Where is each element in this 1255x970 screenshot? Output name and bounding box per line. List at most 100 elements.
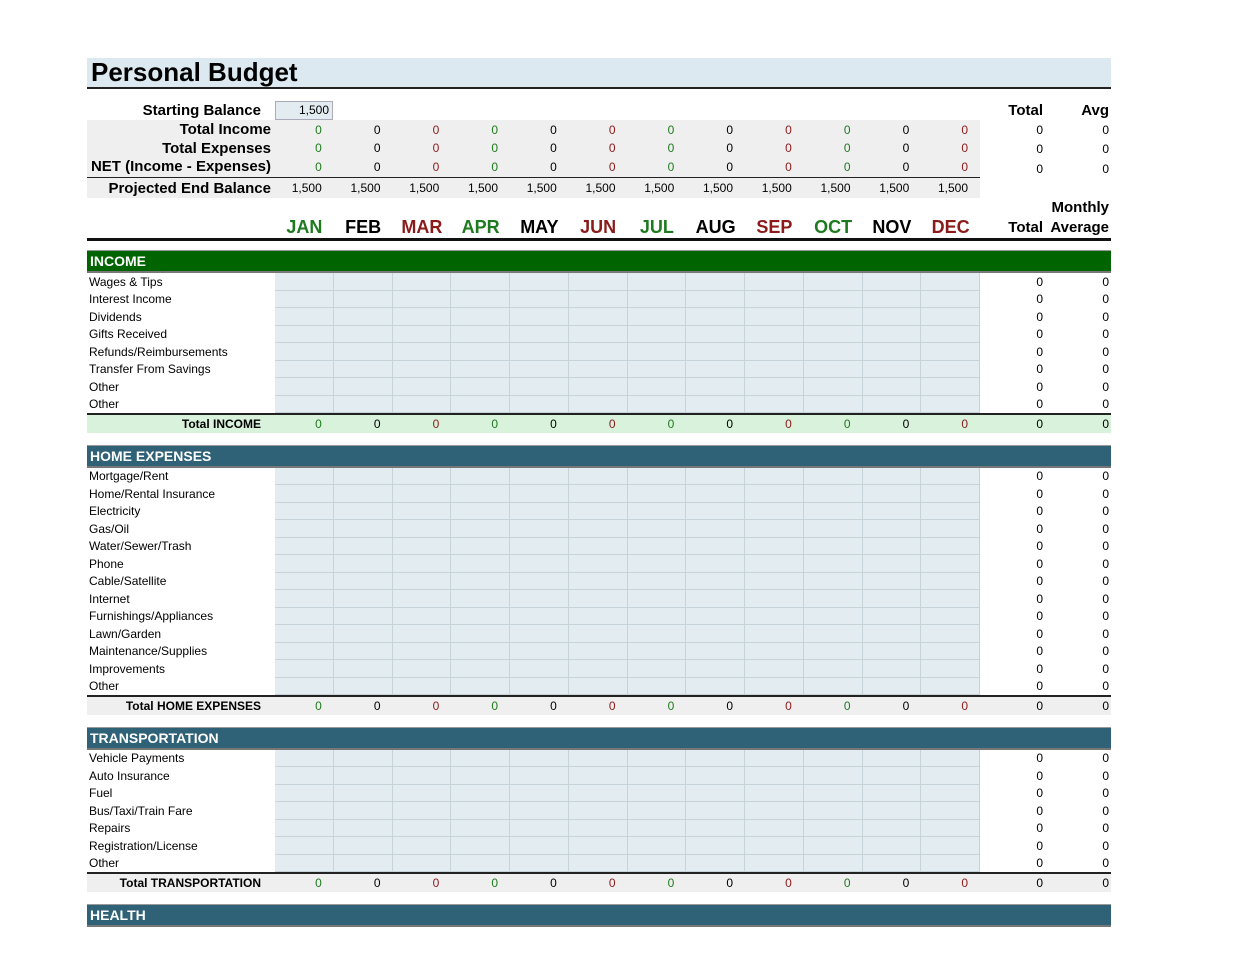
- month-input-cell[interactable]: [745, 537, 804, 555]
- month-input-cell[interactable]: [510, 819, 569, 837]
- month-input-cell[interactable]: [862, 467, 922, 485]
- month-input-cell[interactable]: [745, 360, 804, 378]
- month-input-cell[interactable]: [510, 802, 569, 820]
- month-input-cell[interactable]: [745, 677, 804, 695]
- month-input-cell[interactable]: [921, 854, 980, 872]
- month-input-cell[interactable]: [745, 308, 804, 326]
- month-input-cell[interactable]: [686, 520, 745, 538]
- month-input-cell[interactable]: [275, 767, 334, 785]
- month-input-cell[interactable]: [451, 485, 510, 503]
- month-input-cell[interactable]: [510, 767, 569, 785]
- month-input-cell[interactable]: [686, 467, 745, 485]
- month-input-cell[interactable]: [392, 378, 452, 396]
- month-input-cell[interactable]: [451, 502, 510, 520]
- month-input-cell[interactable]: [510, 502, 569, 520]
- month-input-cell[interactable]: [921, 749, 980, 767]
- month-input-cell[interactable]: [568, 467, 628, 485]
- month-input-cell[interactable]: [568, 677, 628, 695]
- month-input-cell[interactable]: [686, 502, 745, 520]
- month-input-cell[interactable]: [921, 555, 980, 573]
- month-input-cell[interactable]: [803, 660, 863, 678]
- month-input-cell[interactable]: [862, 767, 922, 785]
- month-input-cell[interactable]: [451, 660, 510, 678]
- month-input-cell[interactable]: [627, 837, 687, 855]
- month-input-cell[interactable]: [627, 308, 687, 326]
- month-input-cell[interactable]: [921, 520, 980, 538]
- month-input-cell[interactable]: [745, 642, 804, 660]
- month-input-cell[interactable]: [686, 749, 745, 767]
- month-input-cell[interactable]: [686, 378, 745, 396]
- month-input-cell[interactable]: [510, 642, 569, 660]
- month-input-cell[interactable]: [275, 784, 334, 802]
- month-input-cell[interactable]: [392, 502, 452, 520]
- month-input-cell[interactable]: [686, 607, 745, 625]
- month-input-cell[interactable]: [510, 325, 569, 343]
- month-input-cell[interactable]: [921, 502, 980, 520]
- month-input-cell[interactable]: [862, 502, 922, 520]
- month-input-cell[interactable]: [803, 767, 863, 785]
- month-input-cell[interactable]: [803, 590, 863, 608]
- month-input-cell[interactable]: [921, 360, 980, 378]
- month-input-cell[interactable]: [451, 520, 510, 538]
- month-input-cell[interactable]: [275, 607, 334, 625]
- month-input-cell[interactable]: [745, 854, 804, 872]
- month-input-cell[interactable]: [451, 677, 510, 695]
- month-input-cell[interactable]: [275, 343, 334, 361]
- month-input-cell[interactable]: [921, 784, 980, 802]
- month-input-cell[interactable]: [627, 854, 687, 872]
- month-input-cell[interactable]: [862, 273, 922, 291]
- month-input-cell[interactable]: [745, 520, 804, 538]
- month-input-cell[interactable]: [745, 590, 804, 608]
- month-input-cell[interactable]: [392, 360, 452, 378]
- month-input-cell[interactable]: [333, 467, 393, 485]
- month-input-cell[interactable]: [686, 537, 745, 555]
- month-input-cell[interactable]: [627, 520, 687, 538]
- month-input-cell[interactable]: [451, 767, 510, 785]
- month-input-cell[interactable]: [333, 642, 393, 660]
- month-input-cell[interactable]: [333, 360, 393, 378]
- month-input-cell[interactable]: [568, 360, 628, 378]
- month-input-cell[interactable]: [275, 395, 334, 413]
- month-input-cell[interactable]: [921, 837, 980, 855]
- month-input-cell[interactable]: [451, 590, 510, 608]
- month-input-cell[interactable]: [627, 802, 687, 820]
- month-input-cell[interactable]: [275, 802, 334, 820]
- month-input-cell[interactable]: [803, 555, 863, 573]
- month-input-cell[interactable]: [392, 837, 452, 855]
- month-input-cell[interactable]: [686, 343, 745, 361]
- month-input-cell[interactable]: [745, 555, 804, 573]
- month-input-cell[interactable]: [803, 837, 863, 855]
- month-input-cell[interactable]: [275, 555, 334, 573]
- month-input-cell[interactable]: [627, 572, 687, 590]
- month-input-cell[interactable]: [862, 572, 922, 590]
- month-input-cell[interactable]: [451, 325, 510, 343]
- month-input-cell[interactable]: [451, 642, 510, 660]
- month-input-cell[interactable]: [803, 360, 863, 378]
- month-input-cell[interactable]: [510, 784, 569, 802]
- month-input-cell[interactable]: [568, 395, 628, 413]
- month-input-cell[interactable]: [686, 660, 745, 678]
- month-input-cell[interactable]: [333, 520, 393, 538]
- month-input-cell[interactable]: [275, 467, 334, 485]
- month-input-cell[interactable]: [333, 378, 393, 396]
- month-input-cell[interactable]: [333, 625, 393, 643]
- month-input-cell[interactable]: [392, 607, 452, 625]
- month-input-cell[interactable]: [686, 802, 745, 820]
- month-input-cell[interactable]: [745, 395, 804, 413]
- month-input-cell[interactable]: [568, 749, 628, 767]
- month-input-cell[interactable]: [627, 395, 687, 413]
- month-input-cell[interactable]: [627, 555, 687, 573]
- month-input-cell[interactable]: [510, 625, 569, 643]
- month-input-cell[interactable]: [275, 819, 334, 837]
- month-input-cell[interactable]: [275, 537, 334, 555]
- month-input-cell[interactable]: [451, 378, 510, 396]
- month-input-cell[interactable]: [921, 395, 980, 413]
- month-input-cell[interactable]: [627, 325, 687, 343]
- month-input-cell[interactable]: [275, 625, 334, 643]
- month-input-cell[interactable]: [627, 749, 687, 767]
- month-input-cell[interactable]: [627, 502, 687, 520]
- month-input-cell[interactable]: [333, 854, 393, 872]
- month-input-cell[interactable]: [745, 343, 804, 361]
- month-input-cell[interactable]: [451, 837, 510, 855]
- month-input-cell[interactable]: [745, 625, 804, 643]
